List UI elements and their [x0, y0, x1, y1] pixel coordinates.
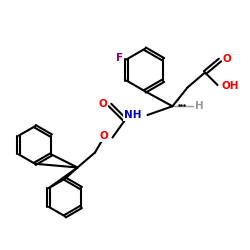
- Text: NH: NH: [124, 110, 141, 120]
- Text: H: H: [195, 101, 204, 111]
- Text: O: O: [99, 99, 108, 109]
- Text: F: F: [116, 53, 123, 63]
- Text: O: O: [100, 131, 108, 141]
- Text: O: O: [222, 54, 231, 64]
- Text: OH: OH: [221, 81, 239, 91]
